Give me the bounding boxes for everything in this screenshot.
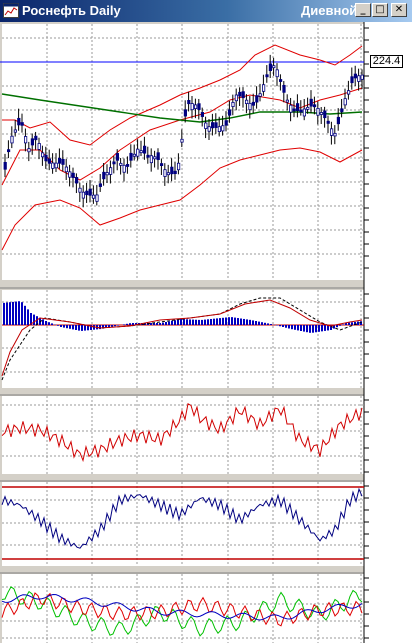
minimize-button[interactable]: _ [355,3,371,17]
window-title-period: Диевной [301,3,358,18]
oscillator-line [1,487,363,549]
maximize-icon: □ [375,4,385,15]
pane-separators [0,281,412,574]
chart-area [0,22,412,643]
window-title: Роснефть Daily [22,3,121,18]
last-price-label: 224.4 [370,55,403,68]
close-icon: ✕ [394,4,404,15]
bollinger-lower-band [1,147,363,251]
macd-pane[interactable] [2,290,364,388]
chart-app-icon [3,3,19,18]
candlestick-series [3,54,364,208]
minimize-icon: _ [360,4,366,15]
stochastic-pane[interactable] [2,482,364,566]
rsi-line [1,403,363,463]
moving-average-line [1,93,363,123]
adx-line [1,594,363,621]
title-bar: Роснефть Daily Диевной _ □ ✕ [0,0,412,22]
pane-backgrounds [2,24,364,643]
close-button[interactable]: ✕ [391,3,407,17]
maximize-button[interactable]: □ [372,3,388,17]
macd-signal-line [1,299,363,377]
macd-histogram [3,301,362,333]
price-axis [363,22,412,643]
bollinger-upper-band [2,44,363,146]
plus-di-line [1,586,363,637]
